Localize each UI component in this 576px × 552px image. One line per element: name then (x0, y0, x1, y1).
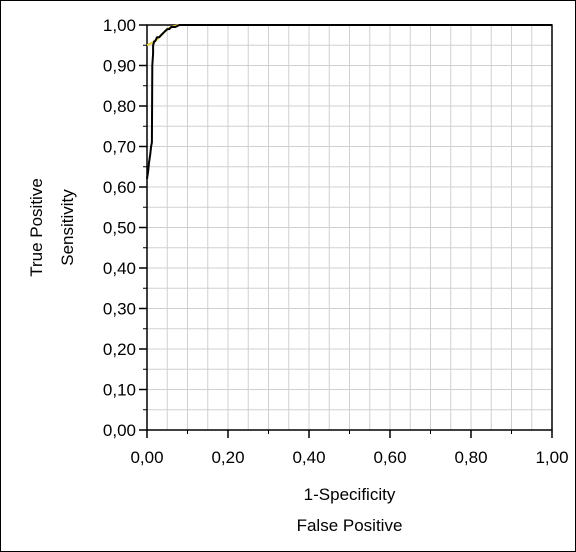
y-tick-label: 0,30 (103, 300, 136, 319)
x-tick-label: 0,00 (130, 448, 163, 467)
x-tick-label: 0,60 (373, 448, 406, 467)
x-tick-label: 1,00 (535, 448, 568, 467)
axis-titles: 1-Specificity False Positive True Positive… (27, 178, 402, 535)
y-tick-label: 0,00 (103, 421, 136, 440)
y-axis-title: True Positive (27, 178, 46, 277)
x-tick-label: 0,20 (211, 448, 244, 467)
y-tick-label: 1,00 (103, 16, 136, 35)
x-axis-title: 1-Specificity (304, 485, 396, 504)
axes: 0,00 0,10 0,20 0,30 0,40 0,50 0,60 0,70 0,80 0,90… (103, 16, 569, 467)
y-tick-label: 0,60 (103, 178, 136, 197)
x-tick-label: 0,40 (292, 448, 325, 467)
roc-curve-line (146, 24, 552, 180)
y-tick-label: 0,80 (103, 97, 136, 116)
y-tick-label: 0,10 (103, 381, 136, 400)
y-axis-subtitle: Sensitivity (58, 189, 77, 266)
y-tick-label: 0,50 (103, 219, 136, 238)
y-tick-label: 0,40 (103, 259, 136, 278)
y-tick-label: 0,70 (103, 138, 136, 157)
series-group (146, 23, 552, 180)
x-axis-subtitle: False Positive (297, 516, 403, 535)
y-tick-label: 0,20 (103, 340, 136, 359)
grid (147, 25, 552, 430)
y-tick-label: 0,90 (103, 57, 136, 76)
x-tick-label: 0,80 (454, 448, 487, 467)
